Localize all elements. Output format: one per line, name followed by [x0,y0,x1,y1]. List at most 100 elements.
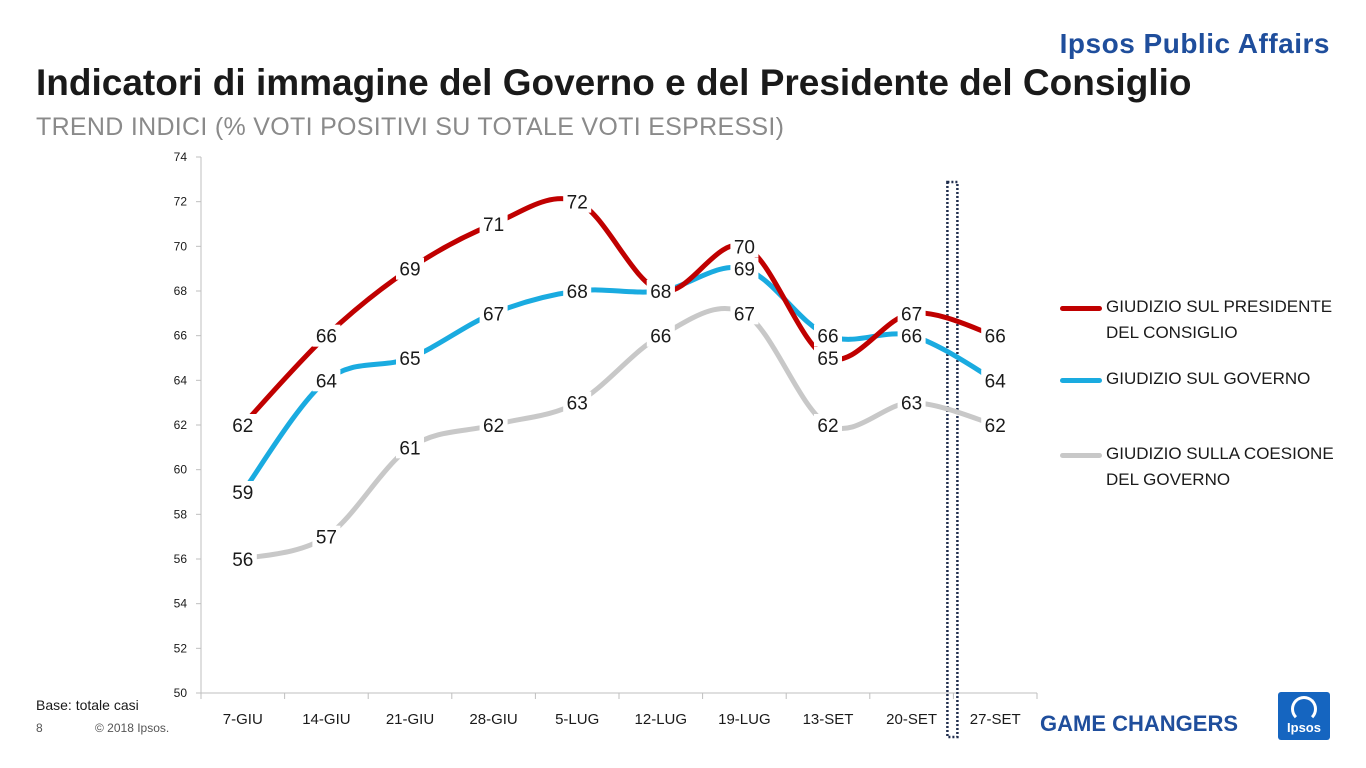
data-label-bg [981,414,1010,436]
y-tick-label: 62 [174,418,188,432]
x-tick-label: 7-GIU [223,711,263,728]
data-label: 66 [650,327,671,348]
data-label-bg [981,324,1010,347]
data-label: 67 [734,304,755,325]
data-label: 72 [567,193,588,214]
data-label-bg [312,525,341,548]
data-label-bg [396,257,424,280]
data-label-bg [563,280,592,302]
copyright: © 2018 Ipsos. [95,721,170,735]
data-label-bg [228,481,257,503]
data-label: 66 [817,327,838,348]
ipsos-logo: Ipsos [1278,692,1330,740]
data-label-bg [646,324,675,347]
x-tick-label: 28-GIU [469,711,517,728]
legend-label-line: DEL CONSIGLIO [1106,323,1238,342]
data-label-bg [563,190,592,213]
data-label: 57 [316,528,337,549]
data-label: 67 [483,304,504,325]
data-label: 69 [399,260,420,281]
series-line-2 [240,306,998,562]
legend-swatch-presidente [1060,306,1102,311]
data-label-bg [897,302,926,325]
data-label-bg [730,235,759,258]
legend-label-presidente: GIUDIZIO SUL PRESIDENTE DEL CONSIGLIO [1106,294,1346,346]
y-tick-label: 60 [174,463,188,477]
y-tick-label: 58 [174,507,188,521]
data-label: 67 [901,304,922,325]
x-tick-label: 19-LUG [718,711,771,728]
legend-label-line: GIUDIZIO SUL PRESIDENTE [1106,297,1333,316]
highlight-frame [946,180,959,739]
data-label: 56 [232,550,253,571]
data-label-bg [814,414,842,436]
legend-label-line: GIUDIZIO SUL GOVERNO [1106,369,1311,388]
data-label-bg [479,302,508,325]
data-label: 70 [734,237,755,258]
data-label-bg [396,436,424,459]
y-tick-label: 54 [174,597,188,611]
data-label-bg [396,347,424,369]
data-label-bg [646,280,675,302]
data-label-bg [479,414,508,436]
data-label-bg [981,369,1010,392]
y-tick-label: 56 [174,552,188,566]
data-label-bg [730,257,759,280]
data-label-bg [563,391,592,414]
legend-label-line: DEL GOVERNO [1106,470,1231,489]
legend-swatch-governo [1060,378,1102,383]
data-label: 68 [567,282,588,303]
data-label: 62 [817,416,838,437]
footer-base-note: Base: totale casi [36,697,139,713]
y-tick-label: 52 [174,641,188,655]
data-label: 65 [817,349,838,370]
brand-logo-text: Ipsos Public Affairs [1059,28,1330,59]
page-number: 8 [36,721,43,735]
x-tick-label: 5-LUG [555,711,599,728]
x-tick-label: 21-GIU [386,711,434,728]
data-label-bg [814,324,842,347]
data-label-bg [814,347,842,369]
y-tick-label: 74 [174,150,188,164]
data-label: 64 [985,371,1007,392]
data-label: 62 [985,416,1006,437]
logo-arc-icon [1291,696,1317,722]
data-label: 62 [232,416,253,437]
x-tick-label: 20-SET [886,711,937,728]
data-label: 59 [232,483,253,504]
x-tick-label: 12-LUG [635,711,688,728]
y-tick-label: 72 [174,195,188,209]
data-label: 66 [316,327,337,348]
data-label-bg [479,213,508,235]
y-tick-label: 64 [174,373,188,387]
legend-label-line: GIUDIZIO SULLA COESIONE [1106,444,1334,463]
data-label: 69 [734,260,755,281]
data-label-bg [228,548,257,570]
legend-swatch-coesione [1060,453,1102,458]
legend-label-governo: GIUDIZIO SUL GOVERNO [1106,366,1346,392]
legend-label-coesione: GIUDIZIO SULLA COESIONE DEL GOVERNO [1106,441,1346,493]
x-tick-label: 14-GIU [302,711,350,728]
data-label-bg [312,324,341,347]
data-label-bg [228,414,257,436]
tagline: GAME CHANGERS [1040,711,1239,736]
series-line-0 [240,196,998,428]
y-tick-label: 50 [174,686,188,700]
x-tick-label: 27-SET [970,711,1021,728]
data-label: 66 [901,327,922,348]
data-label: 63 [901,394,922,415]
data-label-bg [897,324,926,347]
data-label-bg [730,302,759,325]
data-label-bg [897,391,926,414]
data-label: 71 [483,215,504,236]
data-label: 62 [483,416,504,437]
data-label-bg [312,369,341,392]
y-tick-label: 66 [174,329,188,343]
page-title: Indicatori di immagine del Governo e del… [36,62,1192,103]
y-tick-label: 70 [174,239,188,253]
data-label: 64 [316,371,338,392]
logo-text: Ipsos [1287,720,1321,735]
data-label: 65 [399,349,420,370]
page-subtitle: TREND INDICI (% VOTI POSITIVI SU TOTALE … [36,113,785,141]
